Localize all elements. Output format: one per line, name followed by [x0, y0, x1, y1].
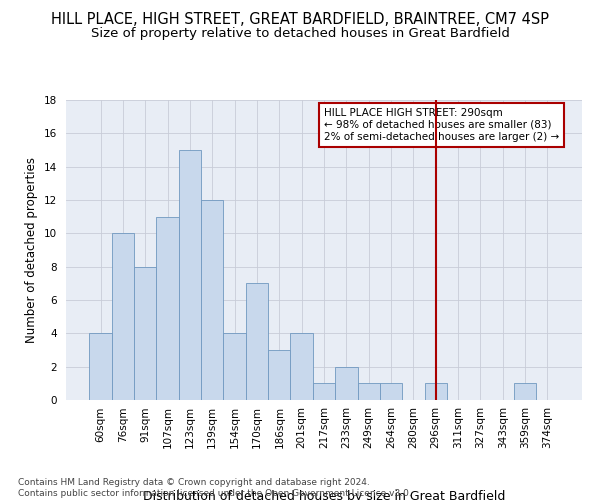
Bar — [335, 366, 358, 400]
Bar — [246, 284, 268, 400]
Bar — [201, 200, 223, 400]
Bar — [134, 266, 157, 400]
Bar — [179, 150, 201, 400]
Text: HILL PLACE, HIGH STREET, GREAT BARDFIELD, BRAINTREE, CM7 4SP: HILL PLACE, HIGH STREET, GREAT BARDFIELD… — [51, 12, 549, 28]
Bar — [89, 334, 112, 400]
Bar — [425, 384, 447, 400]
Bar — [157, 216, 179, 400]
Bar — [290, 334, 313, 400]
Bar — [514, 384, 536, 400]
Bar — [313, 384, 335, 400]
X-axis label: Distribution of detached houses by size in Great Bardfield: Distribution of detached houses by size … — [143, 490, 505, 500]
Y-axis label: Number of detached properties: Number of detached properties — [25, 157, 38, 343]
Bar — [112, 234, 134, 400]
Bar — [223, 334, 246, 400]
Text: Size of property relative to detached houses in Great Bardfield: Size of property relative to detached ho… — [91, 28, 509, 40]
Bar — [380, 384, 402, 400]
Bar — [358, 384, 380, 400]
Bar — [268, 350, 290, 400]
Text: Contains HM Land Registry data © Crown copyright and database right 2024.
Contai: Contains HM Land Registry data © Crown c… — [18, 478, 412, 498]
Text: HILL PLACE HIGH STREET: 290sqm
← 98% of detached houses are smaller (83)
2% of s: HILL PLACE HIGH STREET: 290sqm ← 98% of … — [324, 108, 559, 142]
